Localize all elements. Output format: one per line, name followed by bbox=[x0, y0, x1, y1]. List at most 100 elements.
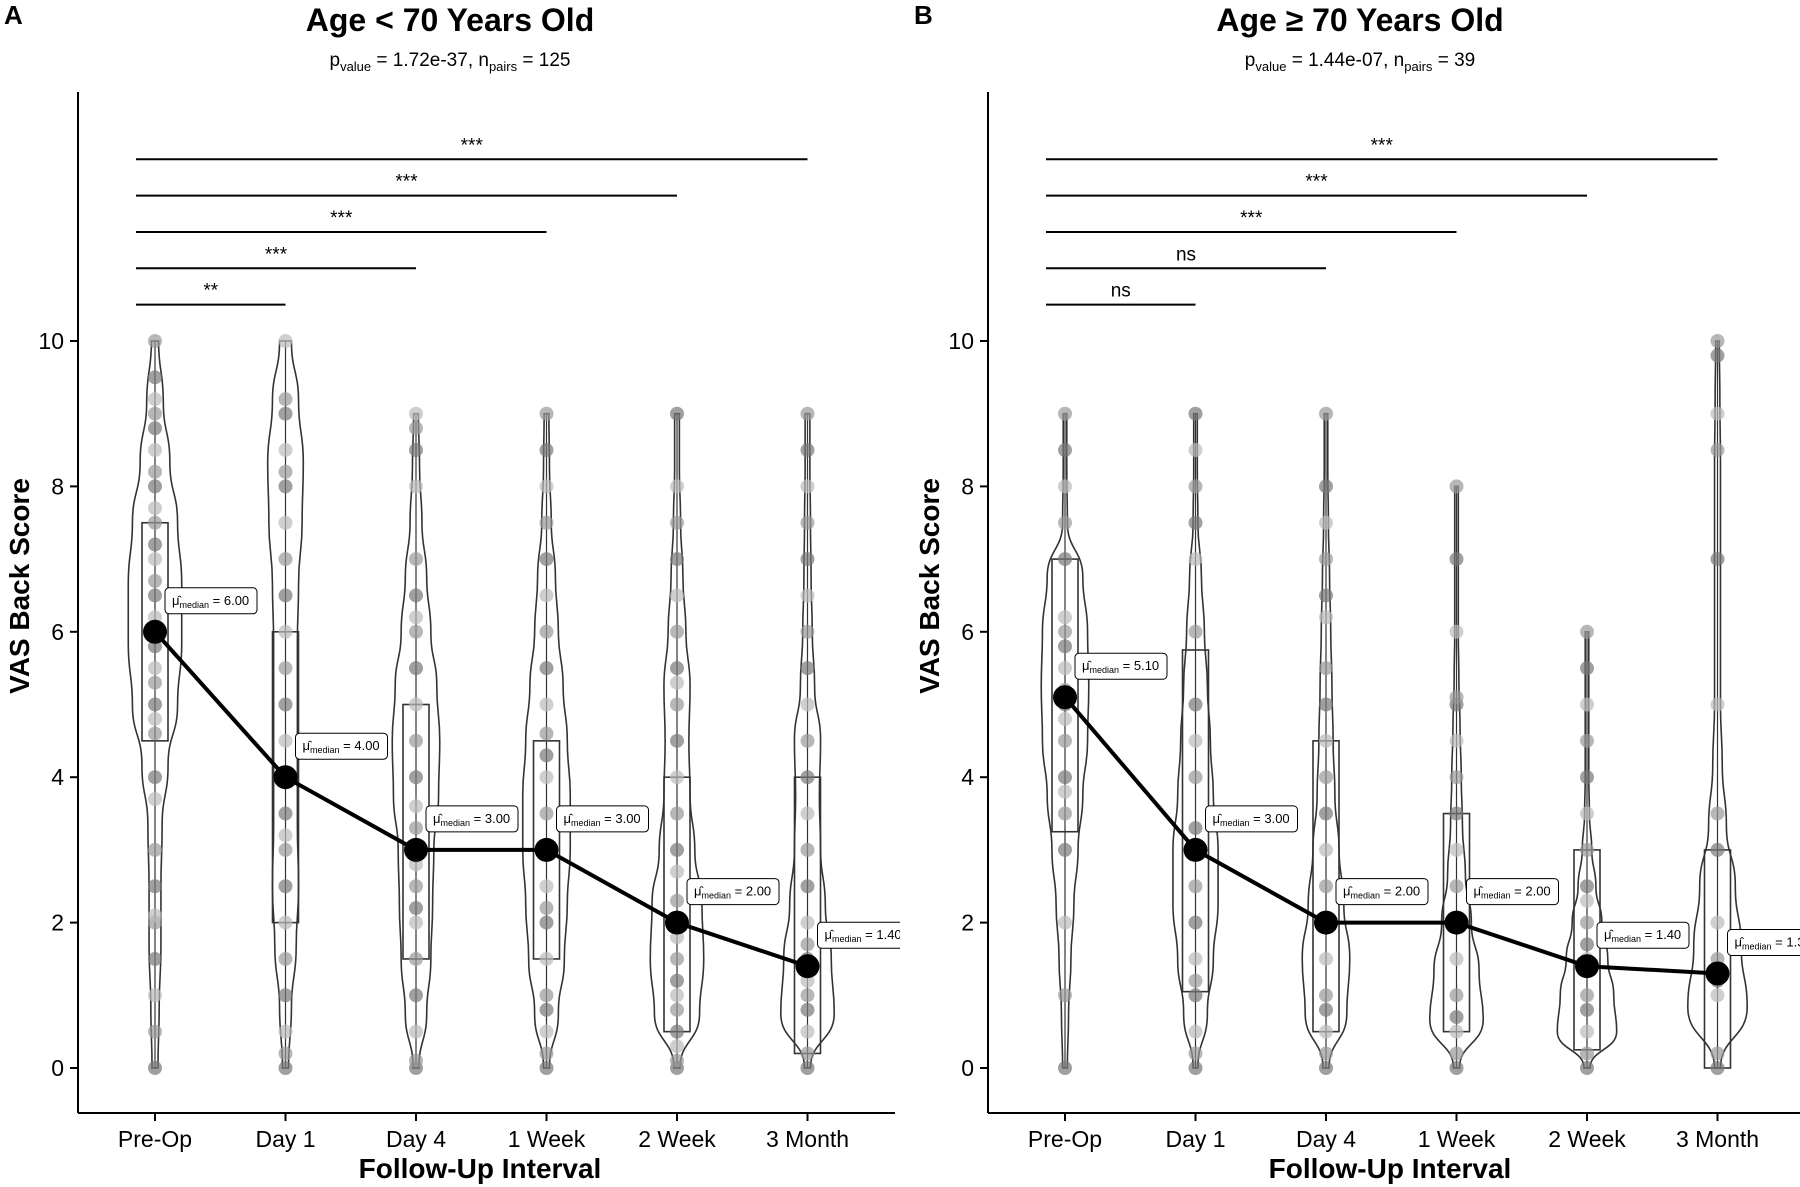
x-tick-label: 3 Month bbox=[766, 1126, 849, 1152]
data-point bbox=[409, 988, 423, 1003]
median-label-box bbox=[1596, 921, 1690, 949]
data-point bbox=[278, 443, 293, 458]
data-point bbox=[800, 937, 815, 952]
data-point bbox=[539, 806, 554, 821]
median-label: μ̂median = 5.10 bbox=[1074, 652, 1168, 680]
data-point bbox=[800, 879, 815, 894]
data-point bbox=[670, 675, 684, 690]
median-point bbox=[273, 765, 298, 790]
median-label-box bbox=[817, 921, 900, 949]
data-point bbox=[1710, 552, 1725, 567]
data-point bbox=[409, 661, 423, 676]
data-point bbox=[670, 1053, 684, 1068]
data-point bbox=[1580, 1002, 1594, 1017]
significance-label: ns bbox=[1176, 244, 1196, 265]
significance-label: ns bbox=[1111, 281, 1131, 302]
data-point bbox=[1710, 1061, 1725, 1075]
data-point bbox=[148, 464, 162, 479]
data-point bbox=[148, 334, 162, 348]
data-point bbox=[1710, 1046, 1725, 1061]
data-point bbox=[1580, 1024, 1594, 1039]
median-label-text: μ̂median = 2.00 bbox=[1474, 884, 1551, 901]
data-point bbox=[278, 951, 293, 966]
data-point bbox=[800, 1046, 815, 1061]
data-point bbox=[1188, 915, 1203, 930]
data-point bbox=[148, 501, 162, 516]
data-point bbox=[1058, 784, 1072, 799]
median-label: μ̂median = 1.40 bbox=[817, 921, 900, 949]
data-point bbox=[278, 464, 293, 479]
median-point bbox=[143, 619, 167, 644]
x-tick-label: 1 Week bbox=[508, 1126, 586, 1152]
data-point bbox=[409, 951, 423, 966]
data-point bbox=[1710, 915, 1725, 930]
data-point bbox=[539, 748, 554, 763]
data-point bbox=[670, 842, 684, 857]
median-label: μ̂median = 1.30 bbox=[1727, 928, 1800, 956]
data-point bbox=[670, 893, 684, 908]
data-point bbox=[1580, 624, 1594, 639]
data-point bbox=[539, 770, 554, 785]
data-point bbox=[1058, 624, 1072, 639]
data-point bbox=[148, 479, 162, 494]
median-trend-line bbox=[153, 630, 809, 969]
data-point bbox=[409, 915, 423, 930]
median-label-text: μ̂median = 3.00 bbox=[433, 811, 510, 828]
data-point bbox=[278, 842, 293, 857]
data-point bbox=[1188, 988, 1203, 1003]
data-point bbox=[670, 1039, 684, 1054]
median-point bbox=[1575, 954, 1599, 979]
data-point bbox=[670, 988, 684, 1003]
data-point bbox=[539, 661, 554, 676]
data-point bbox=[800, 733, 815, 748]
data-point bbox=[1580, 697, 1594, 712]
data-point bbox=[148, 951, 162, 966]
x-tick-label: 3 Month bbox=[1676, 1126, 1759, 1152]
data-point bbox=[1580, 893, 1594, 908]
data-point bbox=[278, 1061, 293, 1075]
violin-plot-a: 0 2 4 6 8 10 Pre-Op Day 1 Day 4 1 Week 2 Week 3 Mon… bbox=[38, 92, 900, 1152]
data-point bbox=[1319, 951, 1333, 966]
median-label-box bbox=[1727, 928, 1800, 956]
median-point bbox=[1053, 685, 1077, 710]
data-point bbox=[670, 624, 684, 639]
data-point bbox=[670, 661, 684, 676]
significance-label: *** bbox=[461, 135, 484, 156]
chart-title: Age ≥ 70 Years Old bbox=[1216, 2, 1504, 38]
data-point bbox=[1188, 770, 1203, 785]
data-point bbox=[1058, 552, 1072, 567]
data-point bbox=[1319, 842, 1333, 857]
data-point bbox=[670, 697, 684, 712]
data-point bbox=[148, 370, 162, 385]
data-point bbox=[278, 552, 293, 567]
median-label: μ̂median = 3.00 bbox=[1205, 805, 1298, 833]
median-trend-line bbox=[1063, 695, 1718, 976]
y-tick-label: 4 bbox=[961, 764, 974, 790]
data-point bbox=[1058, 842, 1072, 857]
x-tick-label: Day 1 bbox=[255, 1126, 315, 1152]
data-point bbox=[1058, 479, 1072, 494]
significance-label: *** bbox=[265, 244, 288, 265]
data-point bbox=[278, 661, 293, 676]
data-point bbox=[539, 479, 554, 494]
data-point bbox=[148, 1024, 162, 1039]
data-point bbox=[1449, 690, 1464, 705]
x-tick-label: Pre-Op bbox=[118, 1126, 192, 1152]
data-point bbox=[539, 901, 554, 916]
median-label-text: μ̂median = 4.00 bbox=[303, 738, 380, 755]
y-tick-label: 6 bbox=[51, 619, 64, 645]
data-point bbox=[670, 515, 684, 530]
data-point bbox=[148, 443, 162, 458]
data-point bbox=[1188, 515, 1203, 530]
data-point bbox=[1710, 842, 1725, 857]
data-point bbox=[1319, 515, 1333, 530]
data-point bbox=[800, 806, 815, 821]
data-point bbox=[1449, 733, 1464, 748]
data-point bbox=[1449, 479, 1464, 494]
data-point bbox=[1188, 733, 1203, 748]
data-point bbox=[670, 864, 684, 879]
y-tick-label: 2 bbox=[51, 910, 64, 936]
data-point bbox=[1710, 443, 1725, 458]
panel-letter: A bbox=[4, 0, 23, 30]
data-point bbox=[1449, 806, 1464, 821]
